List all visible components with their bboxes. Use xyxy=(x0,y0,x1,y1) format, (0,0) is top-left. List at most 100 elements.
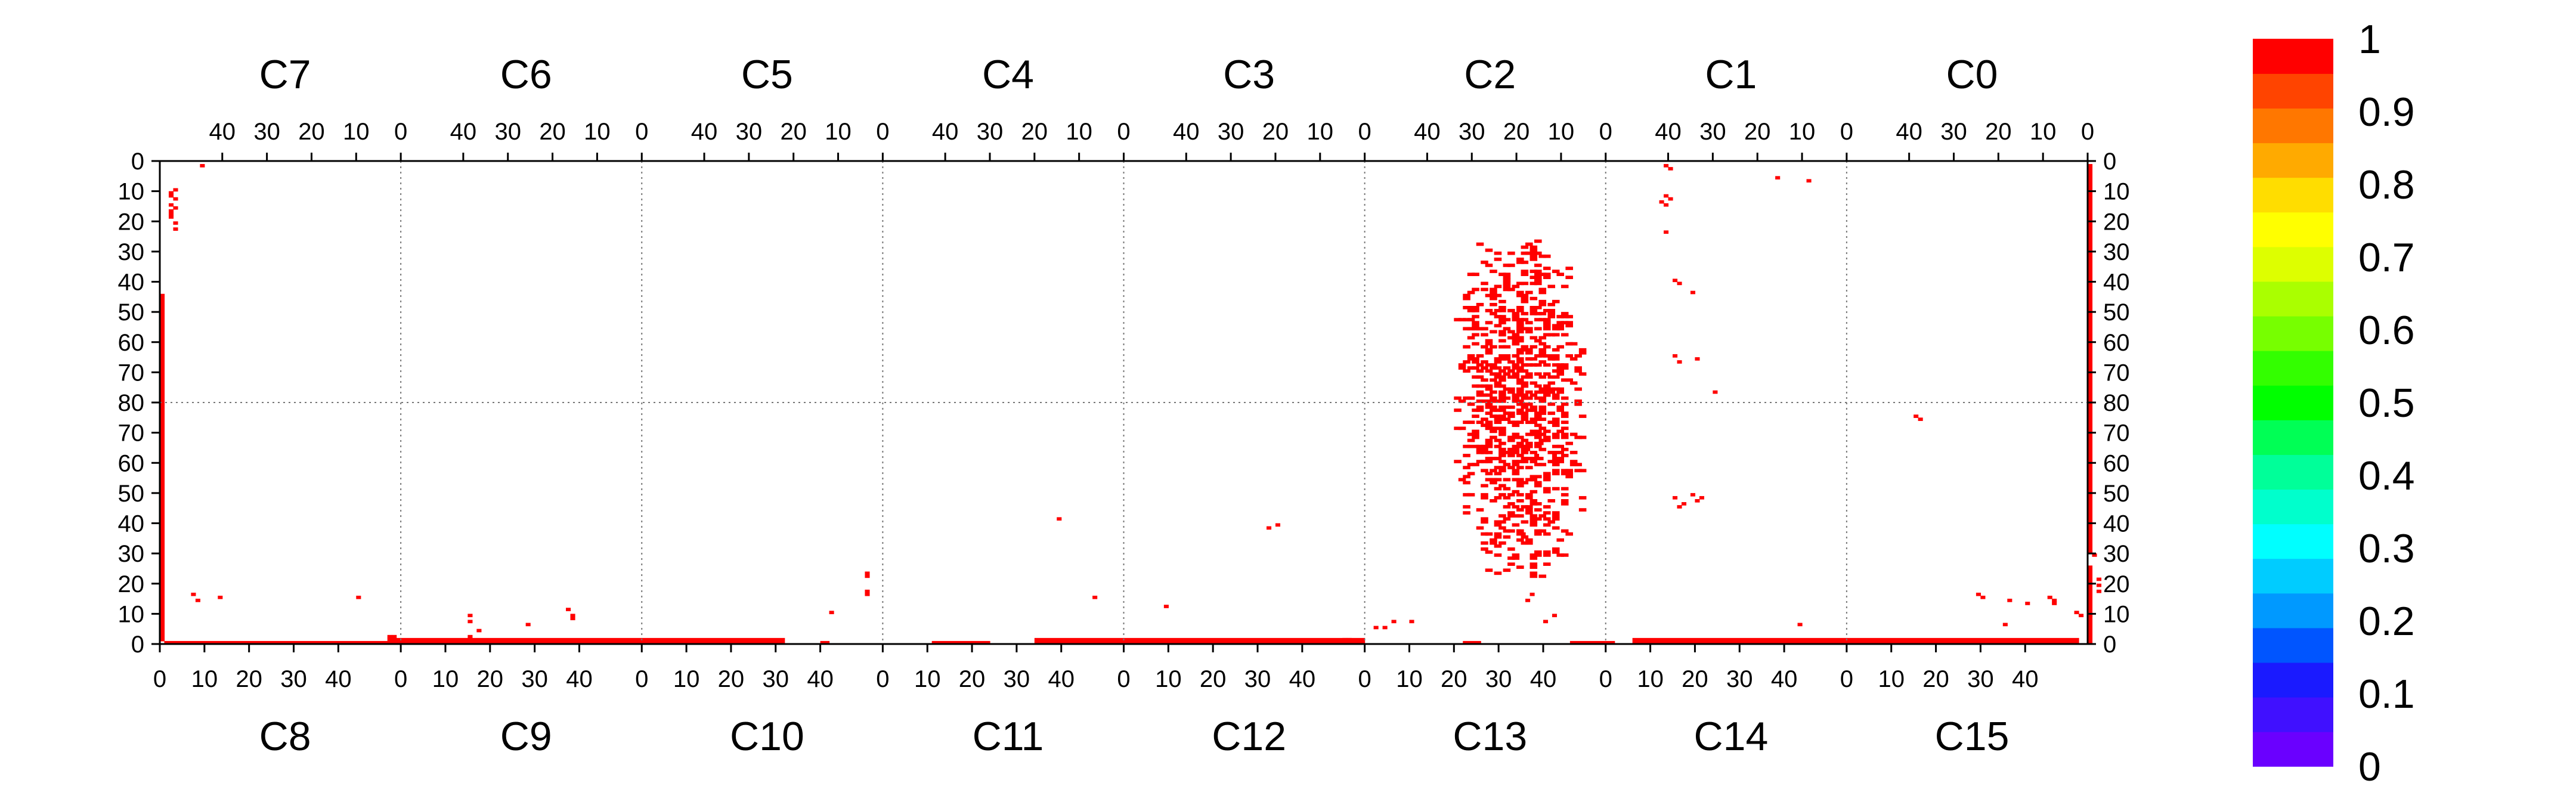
hit-cell xyxy=(1521,281,1529,286)
chip-label-top: C3 xyxy=(1223,52,1275,97)
hit-cell xyxy=(1507,529,1515,533)
hit-cell xyxy=(1503,505,1511,509)
hit-cell xyxy=(1481,261,1488,264)
hit-cell xyxy=(1512,553,1520,557)
hit-cell xyxy=(1534,429,1542,434)
hit-cell xyxy=(1534,444,1542,448)
hit-cell xyxy=(1552,514,1560,518)
hit-cell xyxy=(1530,451,1538,454)
hit-cell xyxy=(1538,399,1547,403)
bottom-tick-label: 20 xyxy=(718,666,745,692)
hit-cell xyxy=(1677,505,1682,509)
hit-cell xyxy=(1574,463,1582,466)
hit-cell xyxy=(1516,444,1524,448)
hit-cell xyxy=(1472,273,1479,276)
hit-cell xyxy=(1507,438,1515,442)
hit-cell xyxy=(1516,408,1524,412)
hit-cell xyxy=(1538,351,1547,355)
hit-cell xyxy=(2002,623,2008,627)
hit-cell xyxy=(1516,281,1524,286)
hit-cell xyxy=(1507,330,1515,334)
hit-cell xyxy=(1485,423,1493,428)
hit-cell xyxy=(1490,302,1497,306)
hit-cell xyxy=(1530,517,1538,521)
hit-cell xyxy=(1561,469,1569,473)
colorbar-label: 0.5 xyxy=(2358,380,2415,426)
hit-cell xyxy=(1490,541,1497,545)
hit-cell xyxy=(1507,514,1515,518)
hit-cell xyxy=(1556,405,1565,409)
chip-label-top: C2 xyxy=(1464,52,1516,97)
hit-cell xyxy=(1512,318,1520,321)
top-tick-label: 40 xyxy=(1655,119,1682,145)
hit-cell xyxy=(1538,312,1547,315)
hit-cell xyxy=(1534,417,1542,421)
hit-cell xyxy=(1525,505,1533,509)
hit-cell xyxy=(1458,399,1466,403)
hit-cell xyxy=(1481,327,1488,331)
hit-cell xyxy=(1530,306,1538,309)
hit-cell xyxy=(1503,496,1511,500)
bottom-tick-label: 40 xyxy=(325,666,352,692)
hit-cell xyxy=(1521,444,1529,448)
hit-cell xyxy=(1561,493,1569,497)
colorbar-segment xyxy=(2253,73,2333,109)
hit-cell xyxy=(1547,284,1556,289)
hit-bar xyxy=(164,640,388,645)
hit-cell xyxy=(1485,532,1493,536)
hit-cell xyxy=(1530,245,1538,249)
hit-cell xyxy=(1490,538,1497,542)
hit-cell xyxy=(1561,553,1569,557)
hit-cell xyxy=(1552,432,1560,436)
hit-cell xyxy=(173,221,178,225)
hit-cell xyxy=(1530,490,1538,494)
hit-cell xyxy=(1463,396,1470,400)
hit-cell xyxy=(1534,312,1542,315)
hit-cell xyxy=(1543,490,1551,494)
colorbar-label: 0.2 xyxy=(2358,599,2415,644)
hit-cell xyxy=(1552,396,1560,400)
hit-cell xyxy=(1538,336,1547,340)
hit-cell xyxy=(1507,493,1515,497)
hit-cell xyxy=(1547,420,1556,425)
hit-cell xyxy=(1498,417,1506,421)
hit-cell xyxy=(1556,273,1565,276)
hit-cell xyxy=(1565,354,1573,358)
top-tick-label: 20 xyxy=(780,119,807,145)
chip-label-top: C0 xyxy=(1946,52,1998,97)
hit-cell xyxy=(1507,435,1515,439)
bottom-tick-label: 0 xyxy=(153,666,166,692)
hit-cell xyxy=(1512,451,1520,454)
color-scale: 1 0.9 0.8 0.7 0.6 0.5 0.4 0.3 0.2 0.1 0 xyxy=(2253,17,2415,789)
hit-cell xyxy=(1534,281,1542,286)
top-tick-label: 40 xyxy=(450,119,477,145)
hit-cell xyxy=(1538,360,1547,364)
hit-cell xyxy=(1494,426,1502,431)
hit-cell xyxy=(1538,342,1547,346)
top-tick-label: 20 xyxy=(539,119,566,145)
hit-cell xyxy=(1463,466,1470,469)
hit-cell xyxy=(1516,393,1524,397)
hit-cell xyxy=(1485,472,1493,476)
hit-cell xyxy=(1498,399,1506,403)
hit-cell xyxy=(173,197,178,201)
bottom-tick-label: 30 xyxy=(1244,666,1271,692)
top-tick-label: 30 xyxy=(1940,119,1967,145)
hit-cell xyxy=(1534,318,1542,321)
hit-cell xyxy=(1547,499,1556,503)
hit-cell xyxy=(1552,299,1560,304)
hit-cell xyxy=(1275,523,1281,527)
bottom-tick-label: 20 xyxy=(236,666,262,692)
hit-cell xyxy=(1556,451,1565,454)
hit-cell xyxy=(1525,478,1533,482)
hit-cell xyxy=(1463,345,1470,349)
hit-cell xyxy=(1494,444,1502,448)
hit-cell xyxy=(1565,324,1573,328)
hit-cell xyxy=(1481,517,1488,521)
hit-cell xyxy=(1538,426,1547,431)
hit-cell xyxy=(1481,532,1488,536)
hit-cell xyxy=(1373,626,1379,630)
bottom-tick-label: 20 xyxy=(1441,666,1467,692)
hit-cell xyxy=(1472,321,1479,324)
hit-cell xyxy=(1512,556,1520,560)
